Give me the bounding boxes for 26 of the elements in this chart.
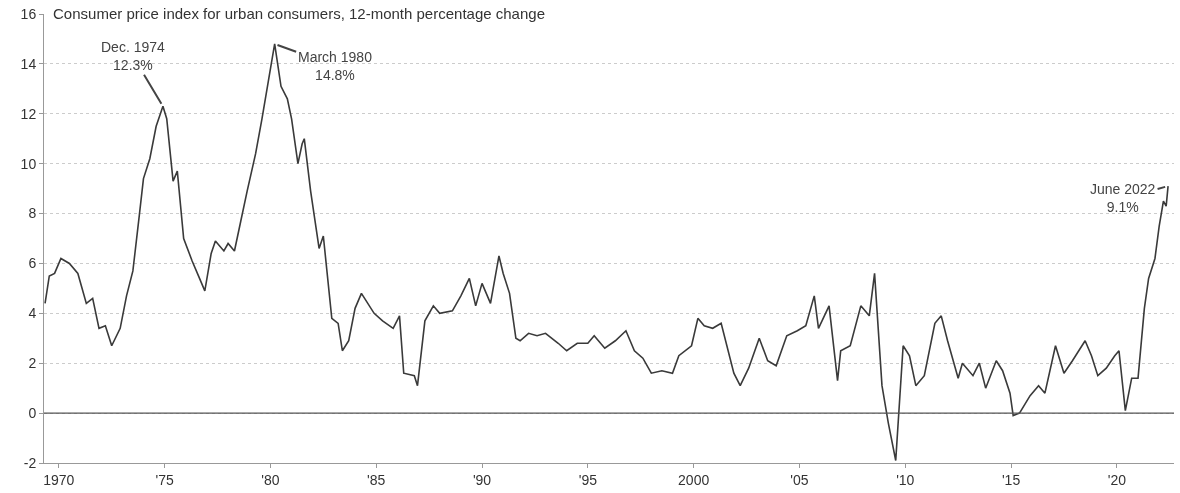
y-tick-label: 4: [28, 305, 37, 322]
y-tick-label: 12: [20, 105, 37, 122]
y-tick-label: -2: [23, 454, 37, 471]
x-tick-label: '05: [790, 471, 809, 488]
x-tick-label: '80: [261, 471, 280, 488]
annotation: Dec. 1974 12.3%: [101, 39, 166, 74]
y-tick-label: 0: [28, 405, 37, 422]
annotation: March 1980 14.8%: [298, 49, 373, 84]
x-tick-label: '95: [578, 471, 598, 488]
x-tick-label: '90: [472, 471, 492, 488]
y-tick-label: 10: [20, 155, 37, 172]
line-series: [44, 43, 1169, 462]
x-tick-label: 2000: [678, 471, 710, 488]
y-tick-label: 6: [28, 255, 37, 272]
x-tick-label: '15: [1001, 471, 1021, 488]
y-tick-label: 8: [28, 205, 37, 222]
annotation: June 2022 9.1%: [1090, 181, 1156, 216]
chart-title: Consumer price index for urban consumers, 12-month percentage change: [53, 5, 545, 23]
y-tick-label: 16: [20, 5, 37, 22]
x-tick-label: '20: [1107, 471, 1127, 488]
y-tick-label: 2: [28, 355, 37, 372]
x-tick-label: '75: [155, 471, 174, 488]
x-tick-label: 1970: [43, 471, 75, 488]
y-tick-label: 14: [20, 55, 37, 72]
x-tick-label: '10: [896, 471, 915, 488]
x-tick-label: '85: [367, 471, 386, 488]
